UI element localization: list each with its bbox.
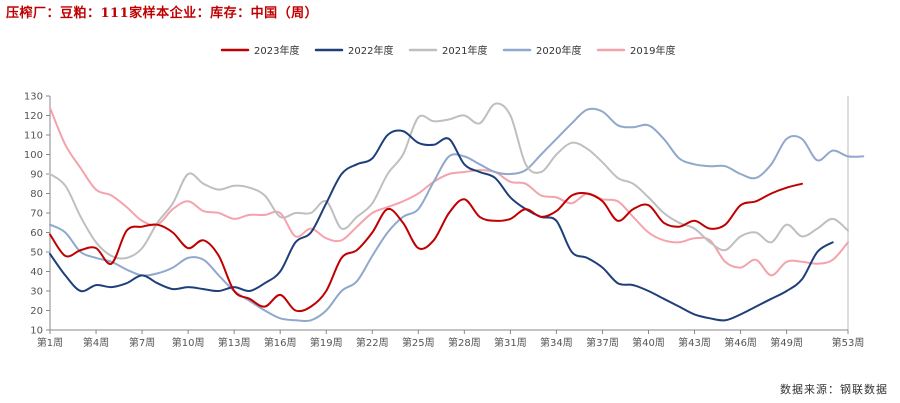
legend-item: 2022年度 bbox=[314, 44, 393, 57]
legend-label: 2020年度 bbox=[536, 44, 581, 57]
legend-item: 2020年度 bbox=[502, 44, 581, 57]
x-tick-label: 第34周 bbox=[540, 336, 573, 349]
legend-label: 2022年度 bbox=[348, 44, 393, 57]
y-tick-label: 20 bbox=[30, 306, 43, 317]
y-tick-label: 50 bbox=[30, 248, 43, 259]
x-tick-label: 第4周 bbox=[83, 336, 109, 349]
legend-label: 2023年度 bbox=[254, 44, 299, 57]
x-tick-label: 第22周 bbox=[356, 336, 389, 349]
y-tick-label: 40 bbox=[30, 267, 43, 278]
x-tick-label: 第16周 bbox=[264, 336, 297, 349]
y-tick-label: 90 bbox=[30, 170, 43, 181]
y-tick-label: 30 bbox=[30, 287, 43, 298]
series-line-2023年度 bbox=[49, 182, 803, 313]
chart-title: 压榨厂：豆粕：111家样本企业：库存：中国（周） bbox=[6, 6, 319, 21]
y-tick-label: 100 bbox=[24, 150, 43, 161]
data-source: 数据来源：钢联数据 bbox=[780, 383, 888, 396]
series-line-2021年度 bbox=[49, 102, 849, 260]
x-tick-label: 第19周 bbox=[310, 336, 343, 349]
x-tick-label: 第13周 bbox=[218, 336, 251, 349]
legend-label: 2021年度 bbox=[442, 44, 487, 57]
x-tick-label: 第46周 bbox=[724, 336, 757, 349]
legend-item: 2023年度 bbox=[220, 44, 299, 57]
x-tick-label: 第25周 bbox=[402, 336, 435, 349]
legend: 2023年度 2022年度 2021年度 2020年度 2019年度 bbox=[220, 44, 675, 57]
x-tick-label: 第43周 bbox=[678, 336, 711, 349]
y-tick-label: 10 bbox=[30, 326, 43, 337]
legend-item: 2021年度 bbox=[408, 44, 487, 57]
x-tick-label: 第53周 bbox=[832, 336, 865, 349]
series-line-2019年度 bbox=[49, 106, 849, 277]
y-tick-label: 130 bbox=[24, 92, 43, 103]
series-line-2020年度 bbox=[49, 107, 865, 323]
x-axis: 第1周 第4周 第7周 第10周 第13周 第16周 第19周 第22周 第25周 第28周 第31… bbox=[37, 329, 865, 349]
legend-label: 2019年度 bbox=[630, 44, 675, 57]
y-tick-label: 70 bbox=[30, 209, 43, 220]
series-line-2022年度 bbox=[49, 129, 834, 322]
x-tick-label: 第37周 bbox=[586, 336, 619, 349]
y-tick-label: 110 bbox=[24, 131, 43, 142]
x-tick-label: 第1周 bbox=[37, 336, 63, 349]
y-tick-label: 60 bbox=[30, 228, 43, 239]
x-tick-label: 第31周 bbox=[494, 336, 527, 349]
y-tick-label: 120 bbox=[24, 111, 43, 122]
x-tick-label: 第7周 bbox=[129, 336, 155, 349]
legend-item: 2019年度 bbox=[596, 44, 675, 57]
y-axis: 10 20 30 40 50 60 70 80 90 100 110 120 130 bbox=[24, 92, 849, 337]
x-tick-label: 第10周 bbox=[172, 336, 205, 349]
plot-lines bbox=[49, 102, 865, 323]
x-tick-label: 第28周 bbox=[448, 336, 481, 349]
y-tick-label: 80 bbox=[30, 189, 43, 200]
x-tick-label: 第49周 bbox=[770, 336, 803, 349]
x-tick-label: 第40周 bbox=[632, 336, 665, 349]
